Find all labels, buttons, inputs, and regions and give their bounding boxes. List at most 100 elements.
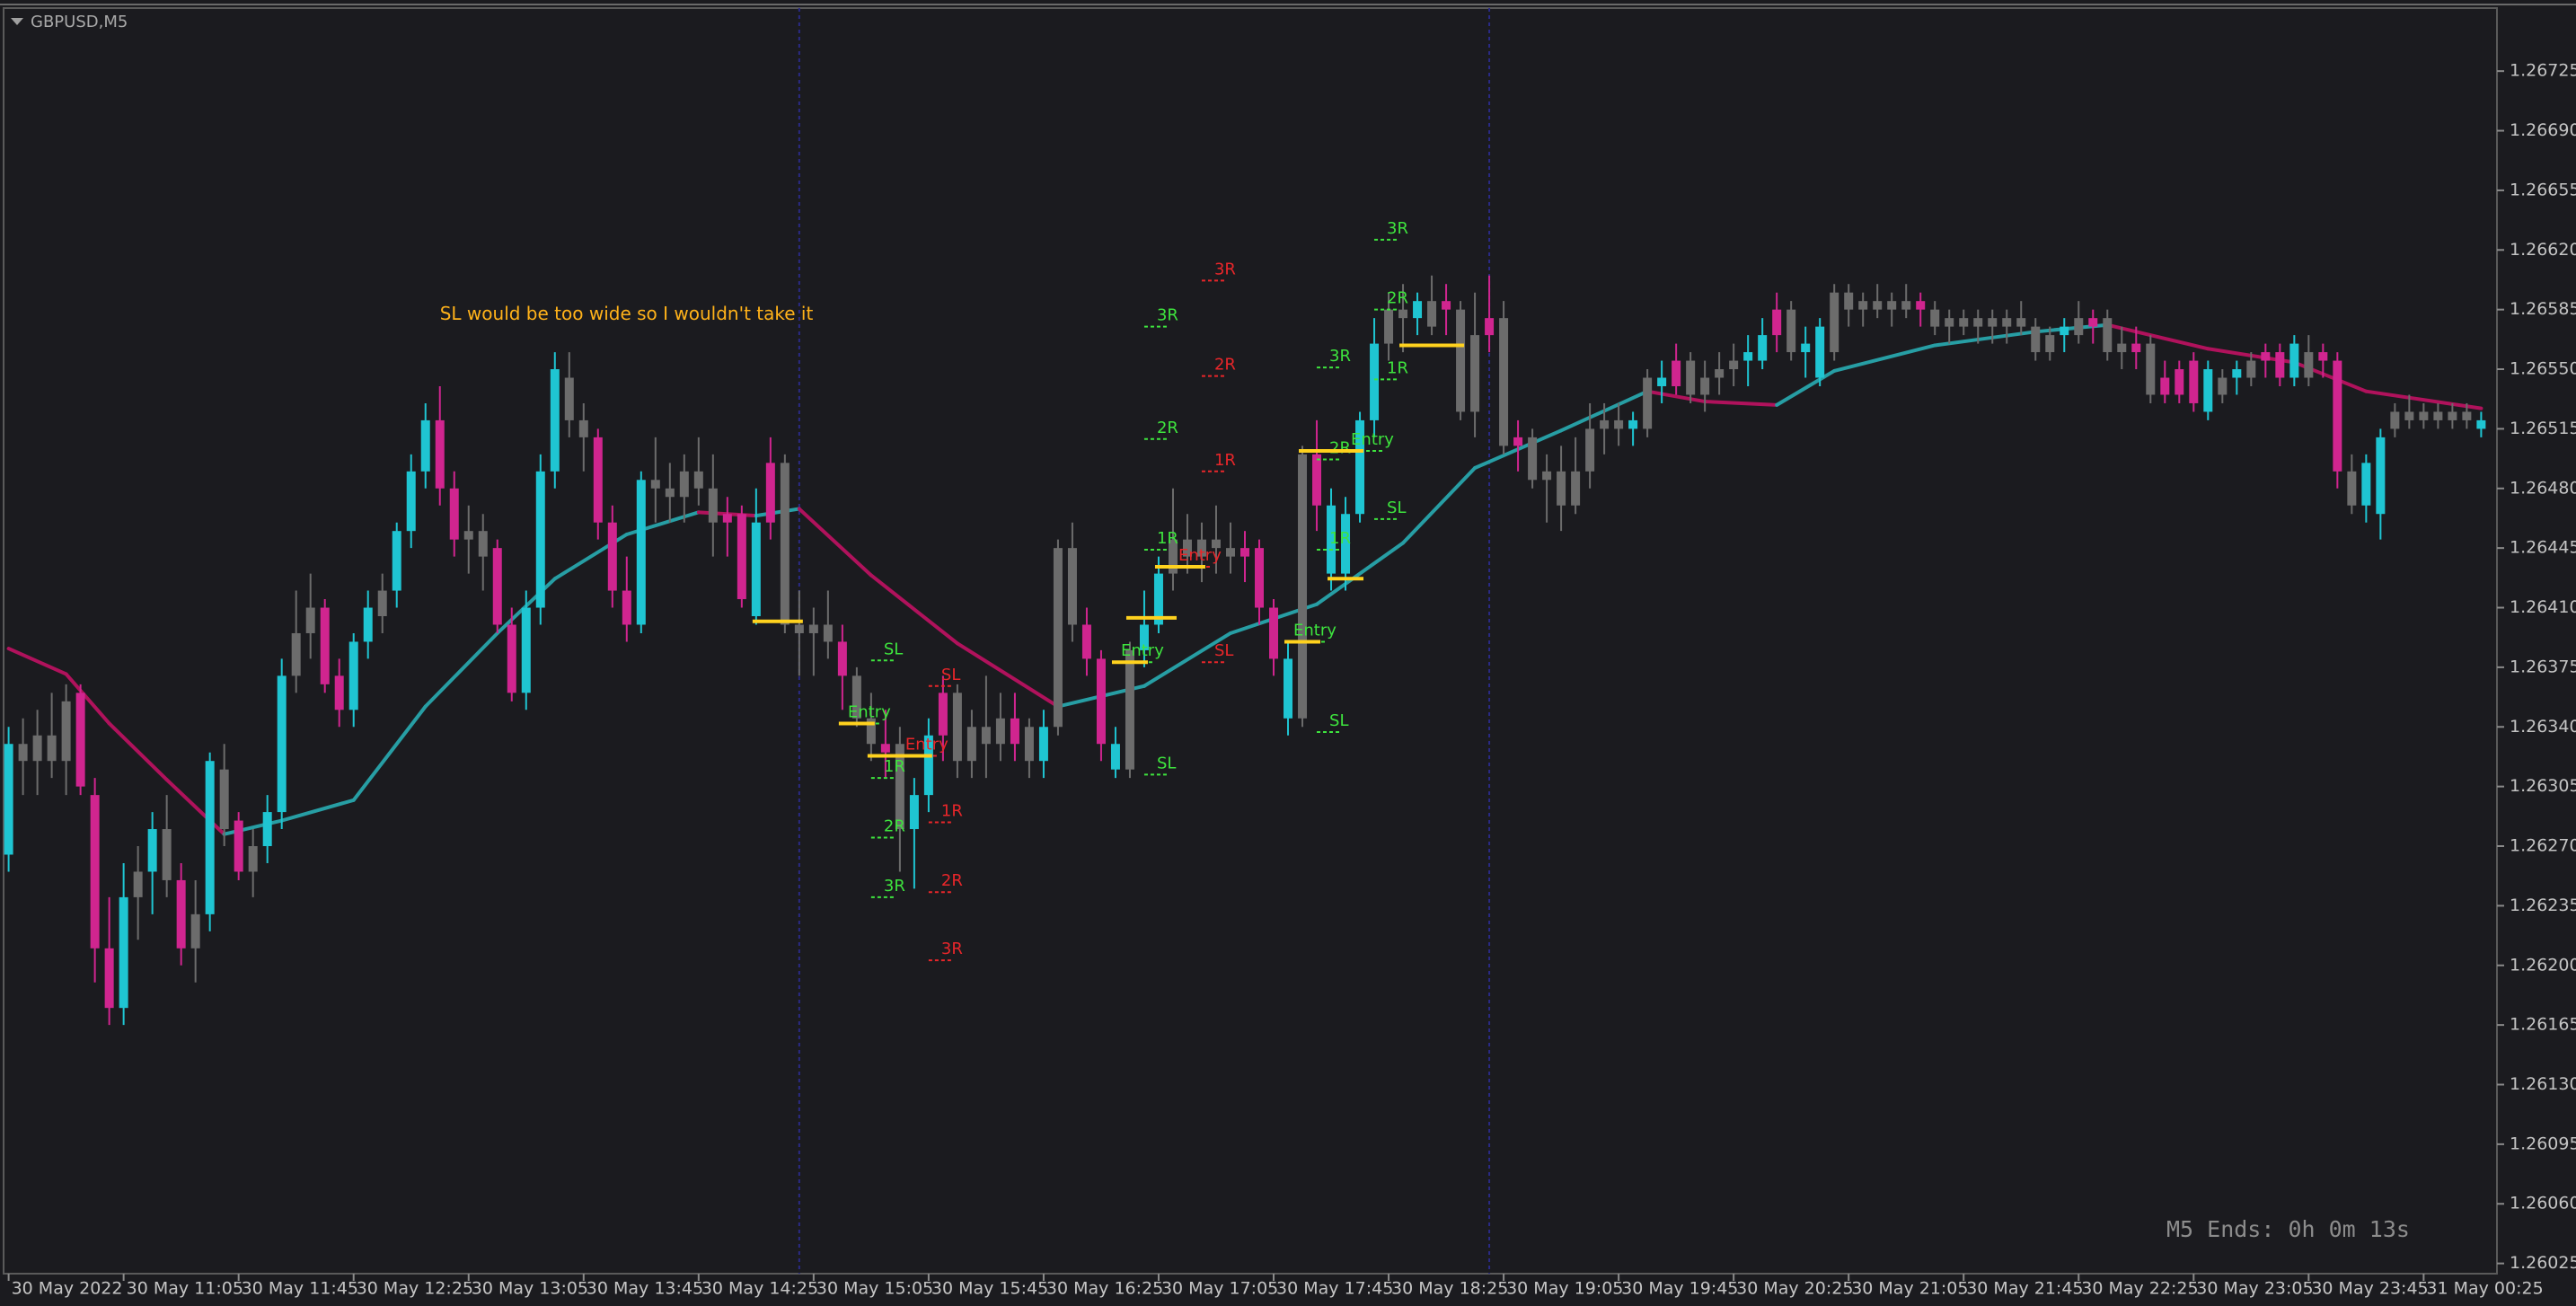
candle-body [1614, 419, 1624, 429]
candle-body [1312, 454, 1322, 506]
chart-note: SL would be too wide so I wouldn't take … [440, 303, 814, 324]
candle-body [262, 812, 272, 847]
annotation-label: Entry [1293, 621, 1337, 640]
candle-body [1930, 309, 1940, 327]
annotation-label: Entry [905, 736, 948, 754]
candle-body [1024, 727, 1034, 762]
candle-body [1125, 649, 1134, 770]
annotation-label: 1R [1214, 451, 1236, 470]
candle-body [277, 675, 287, 813]
candle-body [880, 744, 890, 753]
candle-body [966, 727, 976, 762]
bar-countdown: M5 Ends: 0h 0m 13s [2166, 1216, 2410, 1242]
y-tick-label: 1.26480 [2510, 478, 2576, 498]
candle-body [2419, 411, 2429, 420]
candle-body [1729, 360, 1739, 370]
y-tick-label: 1.26165 [2510, 1015, 2576, 1035]
x-tick-label: 30 May 18:25 [1391, 1279, 1508, 1299]
annotation-label: Entry [1351, 430, 1394, 449]
candle-body [1081, 624, 1091, 659]
candle-body [550, 369, 560, 472]
candle-body [751, 522, 761, 617]
candle-body [320, 607, 330, 684]
y-tick-label: 1.26655 [2510, 180, 2576, 199]
annotation-label: 3R [884, 877, 905, 896]
candle-body [2275, 352, 2285, 378]
candle-body [205, 761, 215, 914]
candle-body [1815, 326, 1825, 378]
candle-body [2031, 326, 2041, 353]
plot-frame [3, 7, 2498, 1275]
annotation-label: SL [1214, 641, 1233, 660]
candle-body [32, 735, 42, 762]
moving-average-segment [754, 507, 801, 518]
candle-body [2160, 377, 2170, 395]
candle-body [780, 463, 790, 625]
candle-body [1398, 309, 1408, 319]
candle-body [2376, 437, 2386, 515]
candle-body [507, 624, 516, 693]
candle-body [1225, 548, 1235, 557]
candle-body [1038, 727, 1048, 762]
candle-body [147, 829, 157, 872]
candle-body [1743, 352, 1753, 361]
moving-average-segment [1315, 541, 1406, 606]
y-tick-label: 1.26095 [2510, 1134, 2576, 1153]
candle-body [665, 488, 675, 498]
candle-body [1643, 377, 1653, 429]
candle-body [334, 675, 344, 710]
candle-body [1901, 301, 1911, 310]
candle-body [1672, 360, 1681, 386]
y-tick-label: 1.26410 [2510, 597, 2576, 617]
candle-body [622, 590, 631, 625]
x-tick-label: 30 May 11:05 [127, 1279, 243, 1299]
candle-body [1269, 607, 1279, 659]
candle-body [406, 471, 416, 532]
candle-body [851, 675, 861, 719]
candle-body [1298, 454, 1308, 719]
candle-body [1182, 539, 1192, 557]
candle-body [938, 693, 948, 736]
candle-body [435, 419, 445, 489]
candle-body [981, 727, 991, 745]
candle-body [291, 632, 301, 676]
candle-body [463, 531, 473, 540]
candle-body [2318, 352, 2328, 361]
candle-body [650, 480, 660, 489]
candle-body [679, 471, 689, 498]
collapse-arrow[interactable] [11, 18, 23, 25]
x-tick-label: 30 May 17:45 [1276, 1279, 1393, 1299]
x-tick-label: 30 May 23:45 [2311, 1279, 2428, 1299]
candle-body [363, 607, 373, 642]
annotation-label: 1R [1157, 529, 1178, 548]
candle-body [1110, 744, 1120, 770]
moving-average-segment [1645, 389, 1707, 404]
y-tick-label: 1.26585 [2510, 299, 2576, 319]
candle-body [2304, 352, 2314, 378]
y-tick-label: 1.26305 [2510, 776, 2576, 796]
candle-body [765, 463, 775, 523]
candle-body [1571, 471, 1581, 506]
candle-body [1973, 318, 1983, 327]
symbol-label: GBPUSD,M5 [31, 13, 128, 31]
candle-body [2045, 335, 2055, 353]
candle-body [1557, 471, 1566, 506]
candle-body [1010, 718, 1019, 745]
annotation-label: SL [941, 666, 960, 684]
y-tick-label: 1.26340 [2510, 717, 2576, 737]
candle-body [2175, 369, 2184, 395]
moving-average-segment [1933, 330, 2038, 348]
candle-body [2347, 471, 2357, 506]
y-tick-label: 1.26620 [2510, 240, 2576, 260]
candle-body [895, 744, 904, 830]
candle-body [119, 896, 128, 1009]
candle-body [909, 795, 919, 830]
candle-body [1168, 539, 1178, 574]
x-tick-label: 30 May 15:05 [816, 1279, 933, 1299]
candle-body [1801, 343, 1811, 353]
candle-body [2404, 411, 2414, 420]
candle-body [837, 641, 847, 676]
moving-average-segment [279, 798, 356, 823]
y-tick-label: 1.26515 [2510, 419, 2576, 438]
